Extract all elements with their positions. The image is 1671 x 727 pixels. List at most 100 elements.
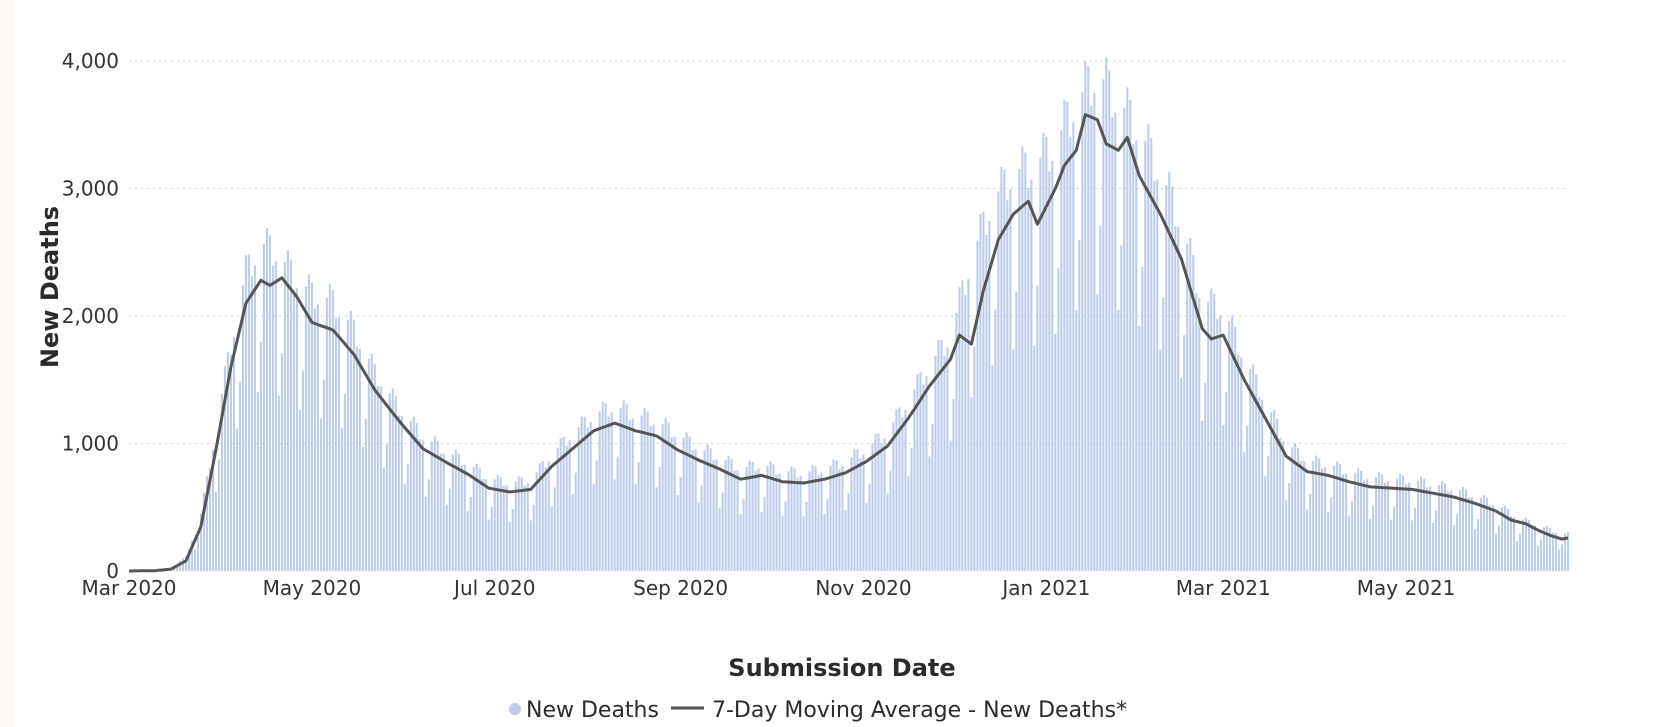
bar <box>742 498 745 571</box>
bar <box>1153 181 1156 571</box>
bar <box>613 479 616 571</box>
bar <box>1405 484 1408 571</box>
bar <box>1459 490 1462 571</box>
bar <box>442 453 445 571</box>
bar <box>835 460 838 571</box>
bar <box>577 427 580 571</box>
bar <box>1258 397 1261 571</box>
bar <box>1063 100 1066 571</box>
bar <box>1270 411 1273 571</box>
bar <box>1117 310 1120 571</box>
bar <box>1429 486 1432 571</box>
bar <box>1228 321 1231 571</box>
bar <box>244 255 247 572</box>
bar <box>1255 374 1258 571</box>
bar <box>1486 497 1489 571</box>
bar <box>1396 478 1399 571</box>
bar <box>172 567 176 571</box>
bar <box>679 476 682 571</box>
bar <box>226 352 229 571</box>
bar <box>757 468 760 571</box>
bar <box>328 284 331 571</box>
bar <box>871 443 874 571</box>
bar <box>568 440 571 571</box>
bar <box>1402 475 1405 571</box>
bar <box>1515 540 1519 571</box>
bar <box>1387 481 1390 571</box>
bar <box>406 464 409 571</box>
bar <box>1138 325 1141 571</box>
bar <box>1192 255 1195 571</box>
bar <box>664 417 667 571</box>
bar <box>1560 544 1564 571</box>
bar <box>316 304 319 571</box>
bar <box>181 558 185 571</box>
bar <box>970 397 973 571</box>
bar <box>907 476 910 571</box>
bar <box>622 400 625 571</box>
bar <box>1081 91 1084 571</box>
bar <box>829 466 832 571</box>
bar <box>1489 505 1492 571</box>
bar <box>1105 57 1108 571</box>
bar <box>1201 420 1204 571</box>
bar <box>1246 426 1249 571</box>
bar <box>991 365 994 571</box>
bar <box>1021 146 1024 571</box>
bar <box>220 393 223 571</box>
bar <box>400 416 403 571</box>
bar <box>283 262 286 571</box>
bar <box>520 477 523 571</box>
bar <box>1252 364 1255 571</box>
bar <box>922 384 925 571</box>
y-tick-label: 3,000 <box>62 177 119 201</box>
bar <box>628 420 631 571</box>
bar <box>499 477 502 571</box>
bar <box>1195 292 1198 571</box>
bar <box>535 472 538 571</box>
bar <box>649 426 652 571</box>
bar <box>1060 130 1063 572</box>
bar <box>1111 117 1114 571</box>
y-tick-label: 1,000 <box>62 432 119 456</box>
bar <box>301 370 304 571</box>
bar <box>787 471 790 571</box>
bar <box>844 510 847 571</box>
bar <box>1363 480 1366 571</box>
bar <box>1057 268 1060 571</box>
bar <box>397 415 400 571</box>
bar <box>205 476 208 571</box>
x-tick-label: Jul 2020 <box>452 576 535 600</box>
bar <box>532 504 535 571</box>
bar <box>709 448 712 571</box>
bar <box>1554 532 1558 571</box>
bar <box>685 432 688 571</box>
bar <box>523 485 526 571</box>
bar <box>937 339 940 571</box>
bar <box>712 460 715 571</box>
bar <box>232 336 235 571</box>
bar <box>436 440 439 571</box>
bar <box>1533 525 1537 571</box>
bar <box>949 440 952 571</box>
bar <box>667 422 670 571</box>
bar <box>1414 507 1417 571</box>
bar <box>619 407 622 571</box>
bar <box>886 493 889 571</box>
bar <box>802 516 805 571</box>
bar <box>703 449 706 571</box>
bar <box>505 485 508 571</box>
bar <box>1351 501 1354 571</box>
bar <box>1234 326 1237 571</box>
bar <box>1027 187 1030 571</box>
bar <box>1399 473 1402 571</box>
bar <box>820 472 823 571</box>
bar <box>1240 357 1243 571</box>
bar <box>1504 506 1507 571</box>
bar <box>1156 179 1159 572</box>
bar <box>1120 245 1123 571</box>
bar <box>448 488 451 571</box>
line-7day-average <box>129 113 1569 573</box>
bar <box>1273 409 1276 571</box>
bar <box>1420 476 1423 571</box>
